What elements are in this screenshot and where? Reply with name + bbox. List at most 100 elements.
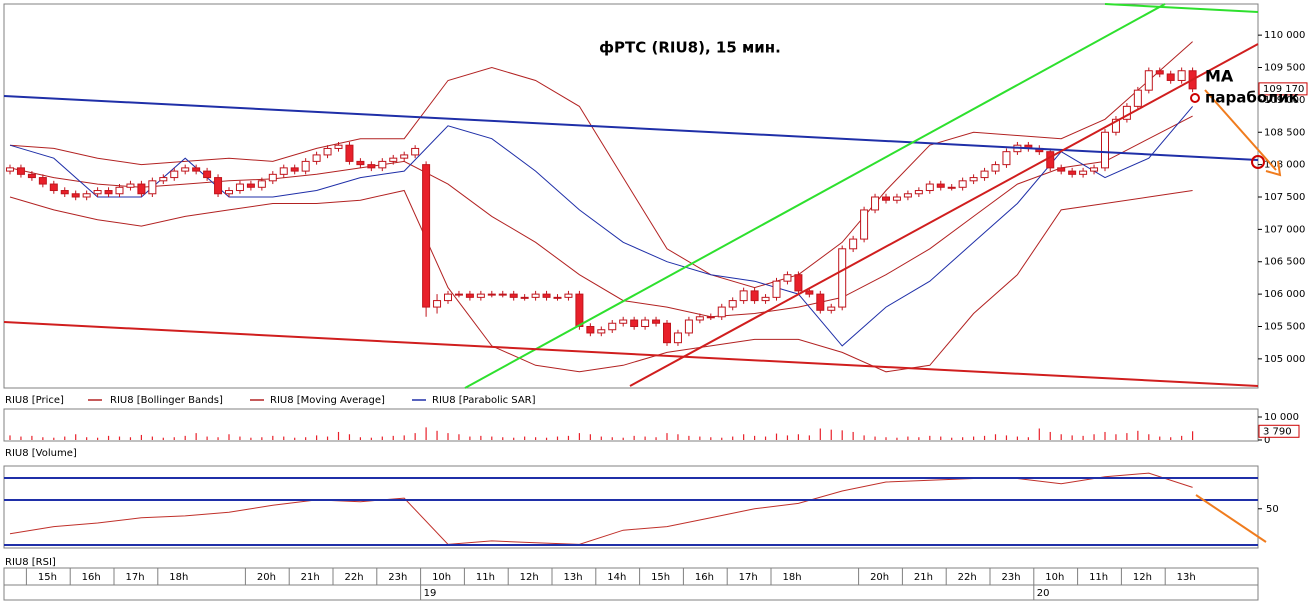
candle-body (805, 290, 814, 295)
y-tick-label: 50 (1266, 504, 1279, 515)
candle-body (1133, 89, 1142, 107)
x-tick-label: 20h (257, 572, 276, 583)
marker-circle (1251, 155, 1265, 169)
x-tick-label: 12h (520, 572, 539, 583)
y-tick-label: 0 (1264, 435, 1270, 446)
candle-body (225, 190, 233, 195)
day-tick-label: 20 (1037, 588, 1050, 599)
x-tick-label: 22h (958, 572, 977, 583)
x-tick-label: 16h (82, 572, 101, 583)
candle-body (542, 293, 551, 298)
candle-body (860, 209, 869, 240)
candle-body (641, 319, 650, 327)
candle-body (980, 170, 989, 179)
candle-body (400, 154, 409, 159)
marks: 105 000 105 500 106 000 106 500 107 000 107 5… (6, 30, 1308, 600)
hour-axis (3, 567, 1259, 586)
trend-line (3, 95, 1259, 161)
candle-body (1046, 151, 1055, 169)
candle-body (214, 177, 223, 195)
arrow (1204, 89, 1277, 171)
candle-body (914, 190, 923, 195)
legend-label: RIU8 [Price] (5, 395, 64, 406)
last-price-label: 109 170 (1263, 84, 1304, 95)
candle-body (586, 325, 595, 334)
candle-body (104, 190, 113, 195)
x-tick-label: 11h (476, 572, 495, 583)
x-tick-label: 18h (169, 572, 188, 583)
candle-body (827, 306, 836, 311)
legend-label: RIU8 [Parabolic SAR] (432, 395, 536, 406)
day-tick-label: 19 (424, 588, 437, 599)
candle-body (476, 293, 485, 298)
candle-body (783, 274, 792, 282)
candle-body (301, 160, 310, 172)
x-tick-label: 16h (695, 572, 714, 583)
y-tick-label: 107 000 (1264, 224, 1305, 235)
candle-body (16, 167, 25, 175)
candle-body (1090, 167, 1099, 172)
candle-body (323, 147, 332, 156)
arrow-head (1265, 160, 1282, 177)
candle-body (444, 293, 452, 302)
candle-body (838, 248, 847, 308)
candle-body (520, 296, 529, 299)
x-tick-label: 11h (1089, 572, 1108, 583)
legend-label: RIU8 [Moving Average] (270, 395, 385, 406)
candle-body (892, 196, 901, 201)
arrow (1195, 494, 1267, 543)
candle-body (422, 164, 431, 308)
candle-body (60, 190, 69, 195)
x-tick-label: 13h (563, 572, 582, 583)
candle-body (411, 147, 420, 156)
y-tick-label: 107 500 (1264, 192, 1305, 203)
legend-label: RIU8 [Bollinger Bands] (110, 395, 223, 406)
candle-body (454, 293, 463, 296)
y-tick-label: 109 500 (1264, 63, 1305, 74)
candle-body (684, 319, 693, 334)
candle-body (772, 280, 781, 298)
candle-body (969, 177, 978, 182)
x-tick-label: 10h (432, 572, 451, 583)
candle-body (991, 164, 1000, 172)
candle-body (93, 190, 102, 195)
bollinger-lower (9, 189, 1193, 373)
x-tick-label: 17h (125, 572, 144, 583)
y-tick-label: 106 000 (1264, 289, 1305, 300)
candle-body (290, 167, 299, 172)
candle-body (487, 293, 496, 296)
x-tick-label: 15h (651, 572, 670, 583)
y-tick-label: 10 000 (1264, 412, 1299, 423)
y-tick-label: 108 500 (1264, 127, 1305, 138)
candle-body (192, 167, 201, 172)
candle-body (564, 293, 573, 298)
last-volume-label: 3 790 (1263, 426, 1292, 437)
candle-body (257, 180, 266, 188)
x-tick-label: 22h (344, 572, 363, 583)
candle-body (312, 154, 321, 162)
candle-body (1101, 131, 1109, 169)
candle-body (1068, 170, 1077, 175)
candle-body (706, 316, 715, 319)
candle-body (334, 144, 343, 149)
candle-body (27, 173, 36, 179)
candle-body (203, 170, 212, 179)
candle-body (673, 332, 682, 344)
candle-body (1177, 70, 1186, 81)
candle-body (1079, 170, 1088, 175)
candle-body (739, 290, 748, 302)
candle-body (882, 196, 890, 201)
x-tick-label: 21h (301, 572, 320, 583)
candle-body (389, 157, 398, 162)
candle-body (849, 238, 858, 250)
panel-label: RIU8 [Volume] (5, 448, 77, 459)
candle-body (71, 193, 80, 198)
candle-body (936, 183, 945, 188)
x-tick-label: 21h (914, 572, 933, 583)
candle-body (947, 186, 956, 189)
x-tick-label: 17h (739, 572, 758, 583)
candle-body (531, 293, 540, 298)
candle-body (170, 170, 179, 179)
candle-body (148, 180, 157, 195)
candle-body (608, 322, 617, 331)
